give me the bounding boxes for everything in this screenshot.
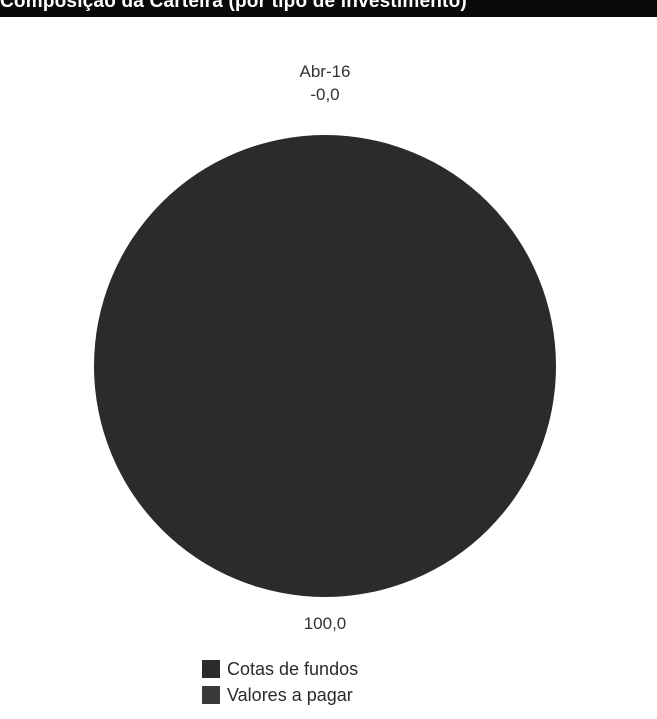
pie-chart: Abr-16 100,0 -0,0 [94,62,556,633]
legend-item-cotas: Cotas de fundos [202,656,358,682]
legend-swatch [202,686,220,704]
data-label: -0,0 [310,85,339,104]
legend: Cotas de fundos Valores a pagar [202,656,358,708]
title-bar: Composição da Carteira (por tipo de inve… [0,0,657,17]
legend-item-valores: Valores a pagar [202,682,358,708]
pie-slice [94,135,556,597]
chart-title: Composição da Carteira (por tipo de inve… [0,0,467,12]
legend-swatch [202,660,220,678]
data-label: 100,0 [304,614,347,633]
legend-label: Valores a pagar [227,684,353,705]
legend-label: Cotas de fundos [227,658,359,679]
chart-subtitle: Abr-16 [299,62,350,81]
